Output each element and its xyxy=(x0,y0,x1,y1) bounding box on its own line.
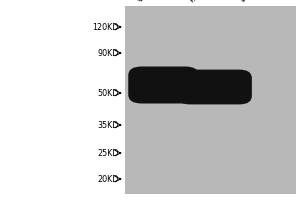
Text: PAK2: PAK2 xyxy=(187,0,208,4)
Text: 20KD: 20KD xyxy=(97,174,118,184)
Text: 25KD: 25KD xyxy=(97,148,118,158)
Text: Input: Input xyxy=(238,0,259,4)
Text: Control IgG: Control IgG xyxy=(136,0,175,4)
FancyBboxPatch shape xyxy=(177,70,252,104)
Text: 35KD: 35KD xyxy=(97,120,118,130)
FancyBboxPatch shape xyxy=(124,6,296,194)
FancyBboxPatch shape xyxy=(128,66,199,104)
Text: 90KD: 90KD xyxy=(97,48,118,58)
Text: 120KD: 120KD xyxy=(92,22,118,31)
Text: 50KD: 50KD xyxy=(97,88,118,98)
